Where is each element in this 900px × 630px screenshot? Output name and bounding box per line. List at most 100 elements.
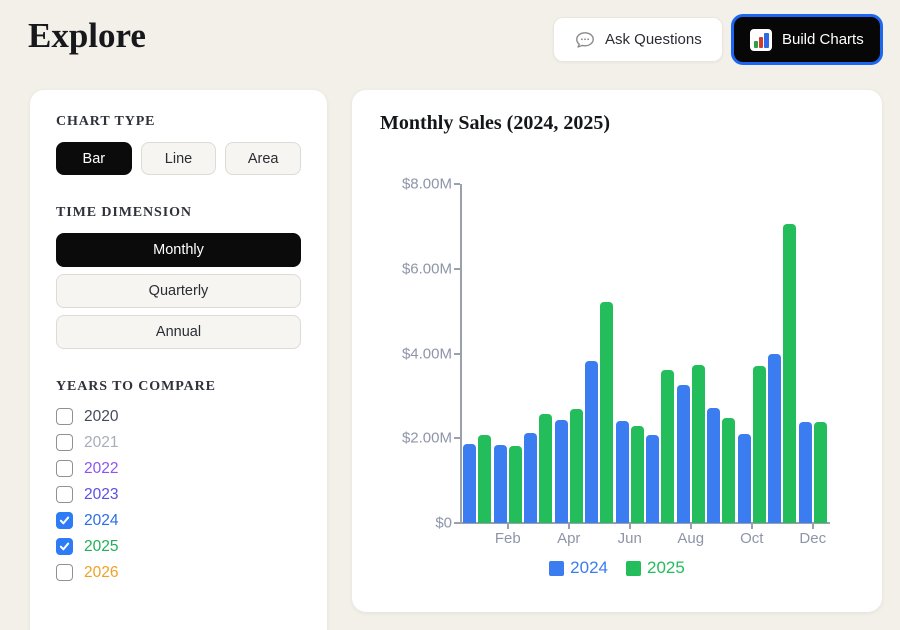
bar-2024-jun <box>616 421 629 523</box>
bar-2025-jun <box>631 426 644 524</box>
legend-swatch-2024 <box>549 561 564 576</box>
x-axis-tick-label: Oct <box>722 530 782 547</box>
years-to-compare-heading: Years to Compare <box>56 379 301 395</box>
x-axis-tick <box>568 524 570 529</box>
bar-2024-jan <box>463 444 476 523</box>
x-axis-tick-label: Apr <box>539 530 599 547</box>
page-title: Explore <box>28 16 146 56</box>
ask-questions-label: Ask Questions <box>605 31 702 48</box>
chart-type-option-area[interactable]: Area <box>225 142 301 175</box>
year-checkbox-2020[interactable] <box>56 408 73 425</box>
chart-type-option-line[interactable]: Line <box>141 142 217 175</box>
chart-type-option-bar[interactable]: Bar <box>56 142 132 175</box>
legend-item-2025: 2025 <box>626 558 685 578</box>
bar-2025-oct <box>753 366 766 523</box>
bar-2024-feb <box>494 445 507 523</box>
bar-group-jul <box>646 370 674 523</box>
y-axis-tick-label: $2.00M <box>362 430 452 447</box>
chart-card: Monthly Sales (2024, 2025) $0$2.00M$4.00… <box>352 90 882 612</box>
bar-2025-sep <box>722 418 735 523</box>
chart-type-heading: Chart Type <box>56 114 301 130</box>
bar-2024-aug <box>677 385 690 523</box>
bar-2025-jan <box>478 435 491 523</box>
legend-swatch-2025 <box>626 561 641 576</box>
bar-group-aug <box>677 365 705 524</box>
y-axis-tick <box>454 353 460 355</box>
bar-2024-oct <box>738 434 751 523</box>
year-row-2020[interactable]: 2020 <box>56 407 301 426</box>
bar-2025-nov <box>783 224 796 523</box>
bar-group-jan <box>463 435 491 523</box>
bar-chart-icon <box>750 29 772 51</box>
x-axis-tick <box>507 524 509 529</box>
bar-2025-dec <box>814 422 827 523</box>
x-axis-tick <box>751 524 753 529</box>
bar-2025-may <box>600 302 613 523</box>
year-row-2021[interactable]: 2021 <box>56 433 301 452</box>
chart-title: Monthly Sales (2024, 2025) <box>380 112 610 135</box>
time-dimension-heading: Time Dimension <box>56 205 301 221</box>
speech-bubble-icon <box>574 29 596 51</box>
year-checkbox-2025[interactable] <box>56 538 73 555</box>
x-axis-tick-label: Aug <box>661 530 721 547</box>
year-row-2024[interactable]: 2024 <box>56 511 301 530</box>
legend-item-2024: 2024 <box>549 558 608 578</box>
time-dimension-option-monthly[interactable]: Monthly <box>56 233 301 267</box>
bar-group-oct <box>738 366 766 523</box>
bar-group-mar <box>524 414 552 523</box>
chart-type-options: Bar LineArea <box>56 142 301 175</box>
chart-legend: 2024 2025 <box>352 558 882 578</box>
bar-2024-may <box>585 361 598 523</box>
time-dimension-option-annual[interactable]: Annual <box>56 315 301 349</box>
year-checkbox-2026[interactable] <box>56 564 73 581</box>
legend-label-2024: 2024 <box>570 558 608 578</box>
year-label: 2023 <box>84 486 118 504</box>
bar-2024-nov <box>768 354 781 523</box>
x-axis-tick-label: Dec <box>783 530 843 547</box>
ask-questions-button[interactable]: Ask Questions <box>553 17 723 62</box>
bar-2024-mar <box>524 433 537 523</box>
bar-2024-dec <box>799 422 812 523</box>
bar-2024-jul <box>646 435 659 523</box>
bar-2025-apr <box>570 409 583 523</box>
years-list: 2020 2021 2022 2023 2024 2025 2026 <box>56 407 301 582</box>
x-axis-tick <box>629 524 631 529</box>
bar-2025-feb <box>509 446 522 523</box>
x-axis-tick-label: Feb <box>478 530 538 547</box>
y-axis-tick-label: $4.00M <box>362 345 452 362</box>
bar-group-nov <box>768 224 796 523</box>
year-label: 2020 <box>84 408 118 426</box>
time-dimension-options: Monthly Quarterly Annual <box>56 233 301 349</box>
year-label: 2021 <box>84 434 118 452</box>
y-axis-tick-label: $6.00M <box>362 260 452 277</box>
time-dimension-option-quarterly[interactable]: Quarterly <box>56 274 301 308</box>
year-checkbox-2022[interactable] <box>56 460 73 477</box>
bar-2025-mar <box>539 414 552 523</box>
bar-group-apr <box>555 409 583 523</box>
y-axis-tick <box>454 268 460 270</box>
bar-group-dec <box>799 422 827 523</box>
year-row-2023[interactable]: 2023 <box>56 485 301 504</box>
y-axis-tick <box>454 522 460 524</box>
year-row-2025[interactable]: 2025 <box>56 537 301 556</box>
year-checkbox-2024[interactable] <box>56 512 73 529</box>
x-axis-tick-label: Jun <box>600 530 660 547</box>
bar-group-sep <box>707 408 735 523</box>
year-checkbox-2021[interactable] <box>56 434 73 451</box>
chart-controls-panel: Chart Type Bar LineArea Time Dimension Mo… <box>30 90 327 630</box>
y-axis-tick <box>454 183 460 185</box>
build-charts-button[interactable]: Build Charts <box>731 14 883 65</box>
year-row-2022[interactable]: 2022 <box>56 459 301 478</box>
x-axis-tick <box>812 524 814 529</box>
year-checkbox-2023[interactable] <box>56 486 73 503</box>
year-label: 2022 <box>84 460 118 478</box>
bar-2024-apr <box>555 420 568 523</box>
year-label: 2024 <box>84 512 118 530</box>
year-row-2026[interactable]: 2026 <box>56 563 301 582</box>
bar-group-jun <box>616 421 644 523</box>
bar-2025-jul <box>661 370 674 523</box>
bar-group-feb <box>494 445 522 523</box>
bar-group-may <box>585 302 613 523</box>
build-charts-label: Build Charts <box>782 31 864 48</box>
year-label: 2026 <box>84 564 118 582</box>
